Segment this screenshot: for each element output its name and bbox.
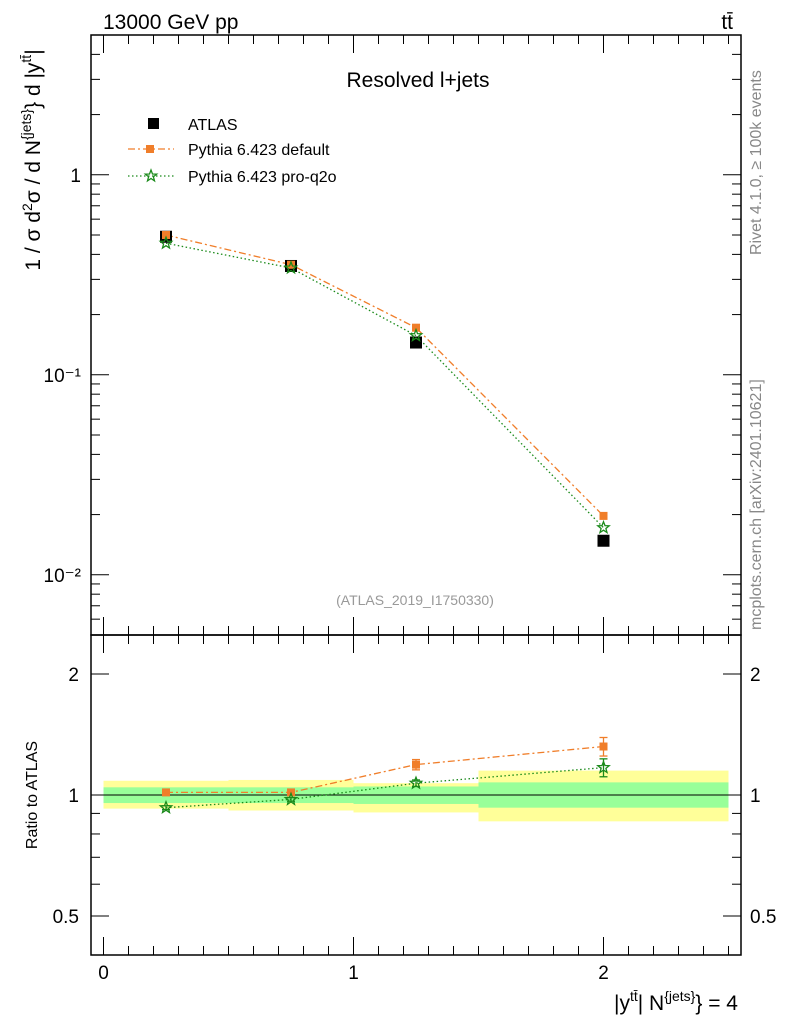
ratio-frame [90,634,742,956]
ratio-xtick-label: 0 [98,963,109,984]
main-ytick-label: 1 [70,166,81,187]
ratio-ytick-label-right: 1 [750,786,761,807]
ratio-ytick-label-left: 0.5 [53,907,79,928]
watermark: (ATLAS_2019_I1750330) [336,592,494,608]
ratio-panel: 2 2 1 1 0.5 0.5 0 1 2 Ratio to ATLAS |ytt̄| N{je… [24,634,776,1015]
main-ticks: 1 10⁻¹ 10⁻² [44,34,741,636]
ratio-ytick-label-left: 2 [68,665,79,686]
main-series-line-2 [165,242,604,529]
main-title: Resolved l+jets [347,69,490,92]
ratio-xlabel: |ytt̄| N{jets}} = 4 [614,988,738,1015]
default-point [412,323,420,332]
proq2o-point [596,519,611,534]
proq2o-point [158,235,174,250]
ratio-default-point [412,760,420,769]
ratio-xtick-label: 2 [598,963,609,984]
legend-default-label: Pythia 6.423 default [188,142,330,159]
main-panel: 1 10⁻¹ 10⁻² Resolved l+jets (ATLAS_2019_I1… [18,34,742,636]
legend-default-marker [146,145,154,153]
default-point [599,511,608,520]
main-ylabel: 1 / σ d2σ / d N{jets}} d |ytt̄| [18,49,45,270]
ratio-ytick-label-left: 1 [68,786,79,807]
main-ytick-label: 10⁻² [44,566,82,587]
ratio-xtick-label: 1 [348,963,359,984]
main-data [158,230,611,547]
legend-proq2o-marker [143,168,159,183]
proq2o-point [283,260,299,275]
ratio-default-point [599,742,608,751]
ratio-default-point [162,788,170,797]
default-point [287,260,295,269]
svg-text:1 / σ d2σ / d N{jets}} d |ytt̄: 1 / σ d2σ / d N{jets}} d |ytt̄| [18,49,45,270]
process-label: tt̄ [721,11,733,34]
ratio-proq2o-point [596,759,611,774]
ratio-ylabel: Ratio to ATLAS [24,741,41,849]
energy-label: 13000 GeV pp [103,11,238,34]
ratio-proq2o-point [408,775,424,790]
mcplots-label: mcplots.cern.ch [arXiv:2401.10621] [748,379,765,630]
main-series-line-1 [165,234,604,517]
legend: ATLAS Pythia 6.423 default Pythia 6.423 … [128,117,337,186]
main-ytick-label: 10⁻¹ [44,366,82,387]
ratio-series-line-0 [166,745,604,794]
ratio-ticks: 2 2 1 1 0.5 0.5 0 1 2 [53,635,776,984]
rivet-label: Rivet 4.1.0, ≥ 100k events [748,70,765,255]
legend-atlas-label: ATLAS [188,117,238,134]
ratio-proq2o-point [158,799,174,814]
ratio-ytick-label-right: 2 [750,665,761,686]
atlas-point [597,534,610,547]
ratio-series-line-1 [165,766,604,809]
proq2o-point [408,327,424,343]
ratio-ytick-label-right: 0.5 [750,907,776,928]
ratio-proq2o-point [283,791,299,806]
legend-proq2o-label: Pythia 6.423 pro-q2o [188,169,337,186]
legend-atlas-marker [148,118,159,129]
default-point [162,231,170,239]
ratio-data [158,736,611,814]
svg-text:|ytt̄| N{jets}} = 4: |ytt̄| N{jets}} = 4 [614,988,738,1015]
